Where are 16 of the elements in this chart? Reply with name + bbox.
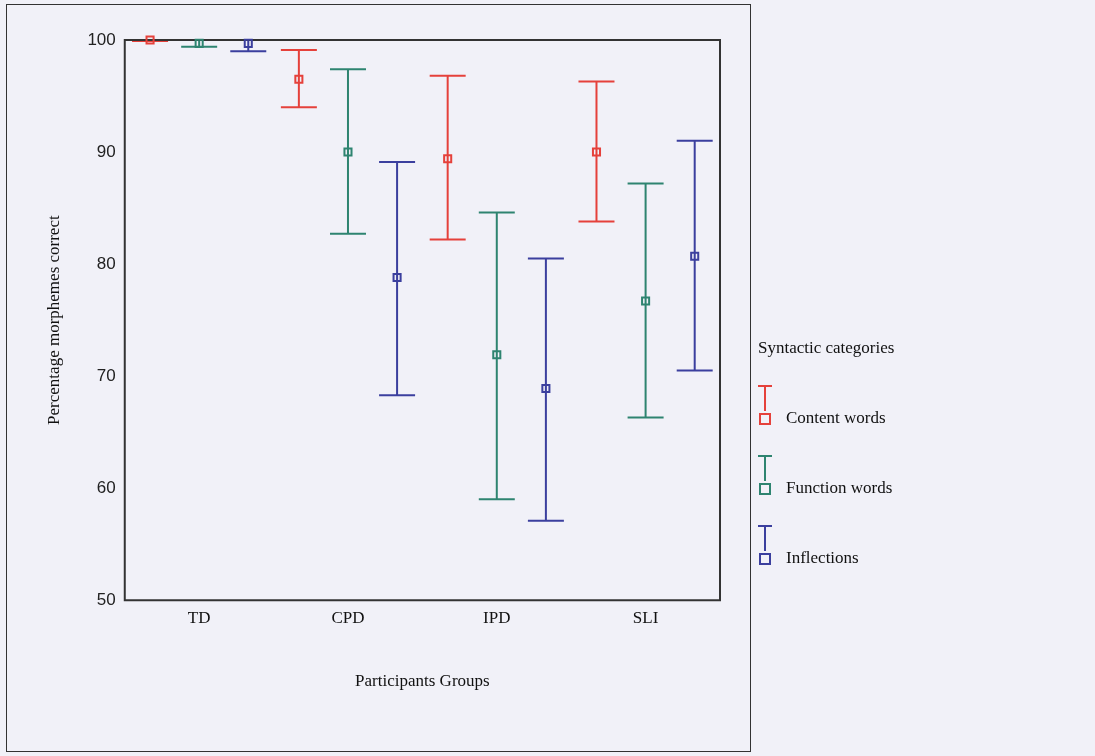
- legend-title: Syntactic categories: [758, 338, 895, 358]
- y-axis-title: Percentage morphemes correct: [43, 215, 63, 425]
- y-tick-label: 70: [96, 365, 116, 385]
- y-tick-label: 100: [87, 29, 116, 49]
- legend-label: Function words: [786, 478, 893, 498]
- legend-label: Inflections: [786, 548, 859, 568]
- y-tick-label: 80: [96, 253, 116, 273]
- y-tick-label: 50: [96, 589, 116, 609]
- x-tick-label: SLI: [632, 607, 659, 627]
- x-axis-title: Participants Groups: [355, 671, 490, 691]
- x-tick-label: IPD: [483, 607, 511, 627]
- legend-label: Content words: [786, 408, 886, 428]
- x-tick-label: CPD: [331, 607, 365, 627]
- y-tick-label: 60: [96, 477, 116, 497]
- x-tick-label: TD: [187, 607, 211, 627]
- y-tick-label: 90: [96, 141, 116, 161]
